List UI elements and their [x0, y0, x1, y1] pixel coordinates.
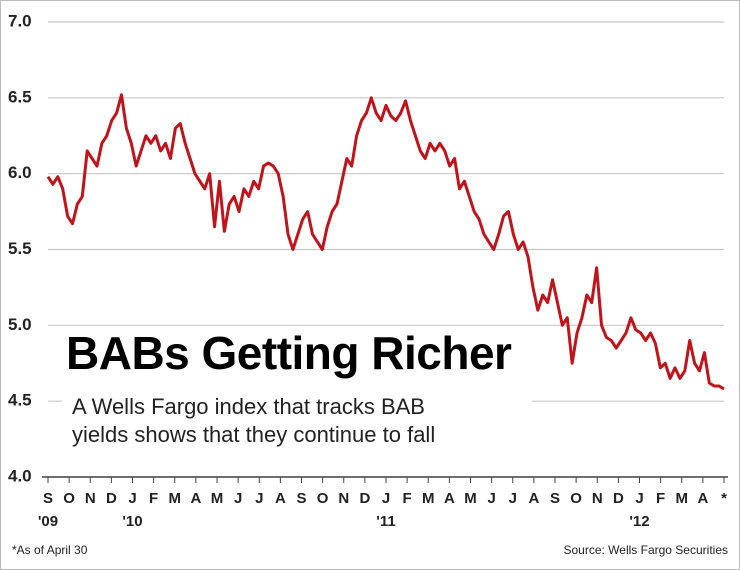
- x-tick-label: S: [296, 490, 306, 507]
- x-tick-label: J: [255, 490, 263, 507]
- footnote: *As of April 30: [12, 543, 88, 557]
- y-tick-label: 6.0: [8, 163, 32, 182]
- x-tick-label: F: [149, 490, 158, 507]
- x-year-label: '12: [629, 513, 649, 530]
- x-tick-label: N: [338, 490, 349, 507]
- x-tick-label: O: [63, 490, 75, 507]
- y-tick-label: 4.0: [8, 466, 32, 485]
- x-tick-label: O: [570, 490, 582, 507]
- x-year-label: '11: [376, 513, 395, 530]
- x-tick-label: O: [317, 490, 329, 507]
- x-tick-label: S: [550, 490, 560, 507]
- x-tick-label: J: [128, 490, 136, 507]
- x-tick-label: M: [211, 490, 224, 507]
- subtitle: yields shows that they continue to fall: [72, 422, 435, 447]
- x-tick-label: J: [382, 490, 390, 507]
- x-tick-label: A: [190, 490, 201, 507]
- x-tick-label: J: [487, 490, 495, 507]
- title-backdrop: [62, 326, 532, 452]
- y-tick-label: 6.5: [8, 87, 32, 106]
- y-tick-label: 5.5: [8, 239, 32, 258]
- x-tick-label: D: [613, 490, 624, 507]
- chart-title: BABs Getting Richer: [66, 327, 512, 379]
- subtitle: A Wells Fargo index that tracks BAB: [72, 394, 425, 419]
- x-tick-label: J: [234, 490, 242, 507]
- x-tick-label: F: [656, 490, 665, 507]
- x-year-label: '09: [38, 513, 58, 530]
- y-tick-label: 7.0: [8, 11, 32, 30]
- y-tick-label: 5.0: [8, 315, 32, 334]
- x-tick-label: D: [106, 490, 117, 507]
- x-tick-label: M: [676, 490, 689, 507]
- x-tick-label: *: [721, 490, 727, 507]
- x-tick-label: D: [359, 490, 370, 507]
- x-tick-label: A: [697, 490, 708, 507]
- source: Source: Wells Fargo Securities: [563, 543, 728, 557]
- x-tick-label: A: [444, 490, 455, 507]
- x-tick-label: J: [635, 490, 643, 507]
- x-tick-label: S: [43, 490, 53, 507]
- x-tick-label: M: [422, 490, 435, 507]
- x-tick-label: N: [85, 490, 96, 507]
- x-tick-label: N: [592, 490, 603, 507]
- x-tick-label: M: [169, 490, 182, 507]
- series-line: [46, 93, 725, 391]
- x-tick-label: M: [464, 490, 477, 507]
- x-year-label: '10: [122, 513, 142, 530]
- x-tick-label: J: [509, 490, 517, 507]
- y-tick-label: 4.5: [8, 391, 32, 410]
- x-tick-label: A: [528, 490, 539, 507]
- x-tick-label: F: [403, 490, 412, 507]
- plot: [46, 93, 725, 391]
- x-tick-label: A: [275, 490, 286, 507]
